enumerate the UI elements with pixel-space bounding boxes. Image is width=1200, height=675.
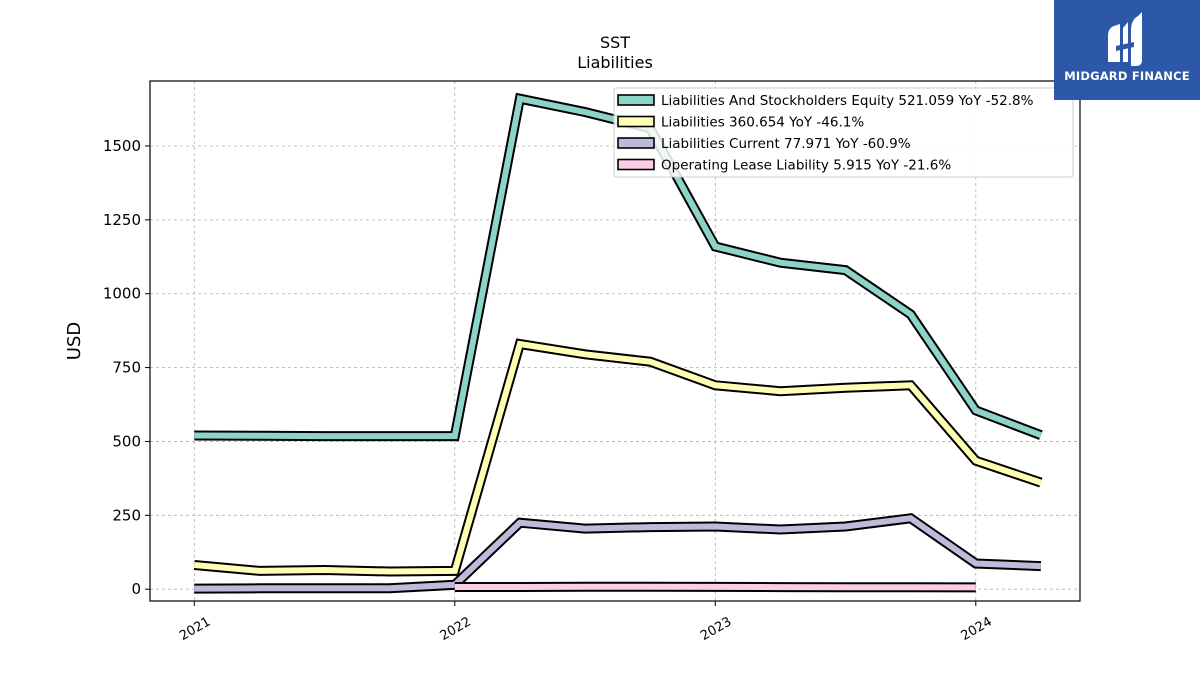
x-tick-label: 2021 bbox=[177, 614, 213, 644]
series-line-1 bbox=[193, 338, 1043, 577]
legend-label: Liabilities And Stockholders Equity 521.… bbox=[661, 93, 1034, 109]
legend-label: Operating Lease Liability 5.915 YoY -21.… bbox=[661, 158, 951, 174]
y-tick-label: 1250 bbox=[103, 211, 141, 229]
legend-label: Liabilities 360.654 YoY -46.1% bbox=[661, 115, 864, 131]
series-outline bbox=[193, 338, 1043, 577]
y-axis: 0 250 500 750 1000 1250 1500 bbox=[103, 137, 150, 598]
legend-box bbox=[613, 87, 1074, 178]
series-stroke bbox=[454, 583, 976, 591]
chart-title: SST bbox=[600, 33, 630, 52]
legend-swatch bbox=[617, 158, 655, 171]
legend-swatch bbox=[617, 137, 655, 149]
series-line-2 bbox=[194, 513, 1042, 594]
x-tick-label: 2023 bbox=[698, 614, 734, 644]
y-tick-label: 1500 bbox=[103, 137, 141, 155]
legend-swatch bbox=[617, 115, 655, 128]
y-tick-label: 500 bbox=[112, 432, 141, 450]
series-line-3 bbox=[454, 581, 976, 593]
chart-subtitle: Liabilities bbox=[577, 53, 653, 72]
y-axis-label: USD bbox=[64, 322, 85, 360]
midgard-logo-icon bbox=[1108, 12, 1142, 66]
series-stroke bbox=[194, 515, 1042, 592]
x-tick-label: 2022 bbox=[438, 614, 474, 644]
logo-text: MIDGARD FINANCE bbox=[1064, 69, 1190, 83]
legend: Liabilities And Stockholders Equity 521.… bbox=[613, 87, 1074, 178]
x-tick-label: 2024 bbox=[959, 614, 995, 644]
legend-label: Liabilities Current 77.971 YoY -60.9% bbox=[661, 136, 911, 152]
midgard-finance-logo: MIDGARD FINANCE bbox=[1054, 0, 1200, 100]
y-tick-label: 0 bbox=[131, 580, 141, 598]
y-tick-label: 1000 bbox=[103, 285, 141, 303]
y-tick-label: 250 bbox=[112, 506, 141, 524]
x-axis: 2021 2022 2023 2024 bbox=[177, 601, 995, 644]
legend-swatch bbox=[617, 94, 655, 106]
y-tick-label: 750 bbox=[112, 359, 141, 377]
series-stroke bbox=[194, 340, 1042, 575]
plot-frame bbox=[149, 80, 1081, 602]
